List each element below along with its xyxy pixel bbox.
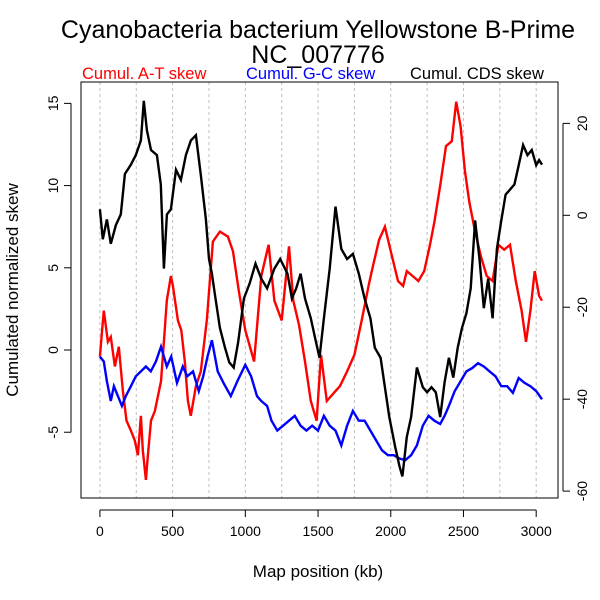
y-right-tick-label: -60 [574,481,590,501]
legend-gc-skew: Cumul. G-C skew [246,65,375,83]
y-left-tick-label: 15 [45,95,61,111]
x-axis: 0 500 1000 1500 2000 2500 3000 [96,509,552,539]
x-tick-label: 0 [96,523,104,539]
y-right-tick-label: 0 [574,211,590,219]
y-axis-left: -5 0 5 10 15 [45,95,72,439]
x-tick-label: 500 [161,523,185,539]
y-left-tick-label: 5 [45,264,61,272]
chart-title: Cyanobacteria bacterium Yellowstone B-Pr… [61,16,575,44]
x-tick-label: 1000 [230,523,261,539]
chart-subtitle: NC_007776 [251,41,384,69]
series-line-cds [98,100,544,477]
y-left-tick-label: 0 [45,346,61,354]
plot-frame [80,81,559,499]
y-left-tick-label: -5 [45,426,61,439]
x-tick-label: 1500 [302,523,333,539]
x-axis-label: Map position (kb) [253,562,383,581]
series-line-at [98,101,544,481]
y-right-tick-label: -20 [574,297,590,317]
y-right-tick-label: 20 [574,115,590,131]
y-axis-right: -60 -40 -20 0 20 [562,115,590,501]
x-tick-label: 3000 [521,523,552,539]
y-left-tick-label: 10 [45,178,61,194]
legend-cds-skew: Cumul. CDS skew [410,65,544,83]
x-tick-label: 2500 [448,523,479,539]
series-line-gc [98,339,543,462]
y-axis-label: Cumulated normalized skew [3,183,22,397]
y-right-tick-label: -40 [574,389,590,409]
legend-at-skew: Cumul. A-T skew [82,65,206,83]
series-lines [98,100,544,481]
x-tick-label: 2000 [375,523,406,539]
